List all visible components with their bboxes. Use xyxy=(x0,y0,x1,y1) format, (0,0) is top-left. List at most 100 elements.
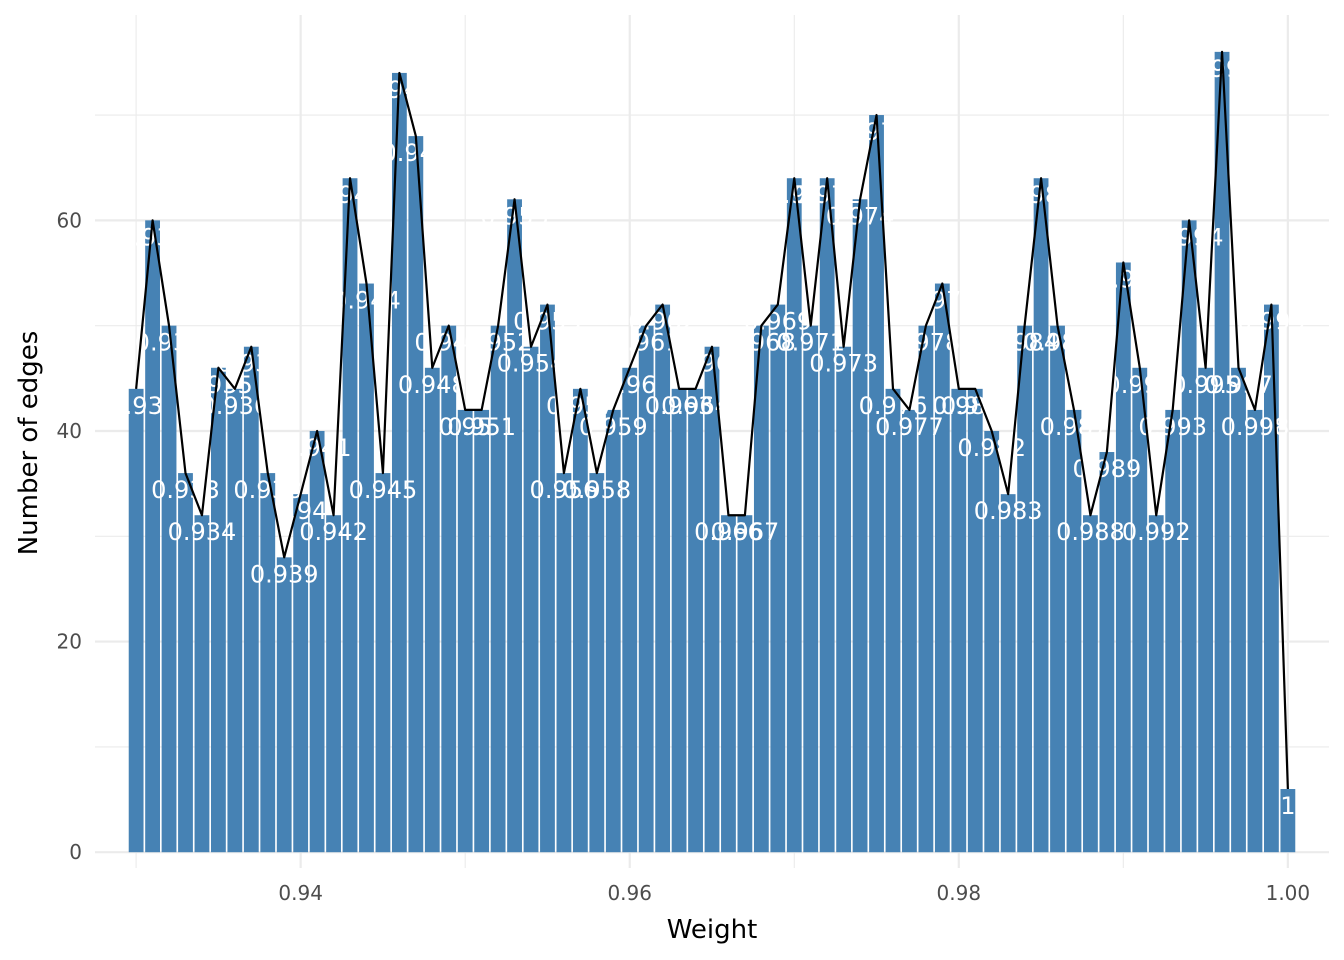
bar xyxy=(243,346,259,853)
bar-value-label: 0.962 xyxy=(628,308,697,336)
bar xyxy=(1181,220,1197,853)
bar-labels: 0.930.9310.9320.9330.9340.9350.9360.9370… xyxy=(109,55,1305,820)
bar xyxy=(902,409,917,853)
x-tick-label: 0.96 xyxy=(607,881,652,905)
bar xyxy=(342,178,358,853)
bar-value-label: 0.96 xyxy=(603,371,656,399)
bar xyxy=(128,388,144,853)
bar xyxy=(408,136,424,853)
bar xyxy=(391,72,407,853)
bar xyxy=(1017,325,1033,853)
bar-value-label: 0.986 xyxy=(1023,329,1092,357)
bar xyxy=(967,388,983,853)
bar xyxy=(1066,409,1082,853)
bar-value-label: 0.992 xyxy=(1122,518,1191,546)
bar-value-label: 0.945 xyxy=(349,476,418,504)
bar-value-label: 0.956 xyxy=(530,476,599,504)
trend-line xyxy=(135,50,1289,790)
bar xyxy=(1115,262,1131,853)
bar xyxy=(819,178,835,853)
bar-value-label: 0.94 xyxy=(274,497,327,525)
bar-value-label: 0.969 xyxy=(743,308,812,336)
bar xyxy=(918,325,934,853)
bar-value-label: 0.979 xyxy=(908,287,977,315)
bar xyxy=(704,346,720,853)
bar xyxy=(309,430,325,853)
bar-value-label: 0.933 xyxy=(151,476,220,504)
bar-value-label: 0.934 xyxy=(168,518,237,546)
bar-value-label: 0.987 xyxy=(1040,413,1109,441)
bar-value-label: 0.958 xyxy=(562,476,631,504)
bar xyxy=(786,178,802,853)
bar xyxy=(655,304,671,853)
bar xyxy=(1280,789,1296,853)
bar xyxy=(770,304,786,853)
bar-value-label: 0.949 xyxy=(414,329,483,357)
bar xyxy=(622,367,638,853)
bar-value-label: 1 xyxy=(1280,792,1295,820)
bar xyxy=(589,473,605,853)
bar xyxy=(276,557,292,853)
bar-value-label: 0.966 xyxy=(694,518,763,546)
bar xyxy=(359,283,374,853)
bar-value-label: 0.93 xyxy=(109,392,162,420)
bar xyxy=(375,473,391,853)
bar xyxy=(1050,325,1065,853)
bar xyxy=(1214,51,1230,853)
bar-value-label: 0.983 xyxy=(974,497,1043,525)
bar xyxy=(293,494,309,853)
y-tick-label: 40 xyxy=(57,419,82,443)
bar-value-label: 0.982 xyxy=(957,434,1026,462)
bar xyxy=(1165,409,1181,853)
x-tick-labels: 0.94 0.96 0.98 1.00 xyxy=(278,881,1310,905)
bars xyxy=(128,51,1296,853)
bar-value-label: 0.941 xyxy=(283,434,352,462)
bar-value-label: 0.988 xyxy=(1056,518,1125,546)
bar-value-label: 0.997 xyxy=(1204,371,1273,399)
bar xyxy=(836,346,852,853)
x-tick-label: 1.00 xyxy=(1266,881,1311,905)
y-tick-label: 20 xyxy=(57,630,82,654)
bar-value-label: 0.967 xyxy=(711,518,780,546)
bar-value-label: 0.998 xyxy=(1221,413,1290,441)
bar xyxy=(852,199,868,853)
bar xyxy=(326,515,341,853)
bar xyxy=(934,283,950,853)
bar xyxy=(638,325,654,853)
bar xyxy=(490,325,506,853)
bar xyxy=(869,115,884,853)
bar xyxy=(984,430,1000,853)
bar xyxy=(1231,367,1246,853)
bar-value-label: 0.993 xyxy=(1138,413,1207,441)
bar-value-label: 0.98 xyxy=(932,392,985,420)
bar xyxy=(605,409,621,853)
bar xyxy=(523,346,539,853)
bar xyxy=(194,515,210,853)
bar xyxy=(1033,178,1049,853)
bar xyxy=(441,325,457,853)
line-layer xyxy=(135,50,1289,790)
bar xyxy=(474,409,490,853)
bar-value-label: 0.973 xyxy=(809,350,878,378)
bar-value-label: 0.948 xyxy=(398,371,467,399)
bar xyxy=(161,325,177,853)
bar xyxy=(1000,494,1016,853)
y-tick-labels: 0 20 40 60 xyxy=(57,208,82,864)
bar xyxy=(556,473,572,853)
bar-value-label: 0.939 xyxy=(250,560,319,588)
bar xyxy=(671,388,687,853)
bar-value-label: 0.938 xyxy=(233,476,302,504)
bar xyxy=(227,388,243,853)
y-axis-title: Number of edges xyxy=(14,331,44,556)
bar-value-label: 0.952 xyxy=(464,329,533,357)
bar xyxy=(951,388,967,853)
bar xyxy=(572,388,588,853)
bar xyxy=(1099,452,1115,853)
bar xyxy=(424,367,440,853)
bar-value-label: 0.995 xyxy=(1171,371,1240,399)
bar xyxy=(737,515,753,853)
bar xyxy=(1132,367,1148,853)
bar xyxy=(260,473,276,853)
y-tick-label: 60 xyxy=(57,208,82,232)
